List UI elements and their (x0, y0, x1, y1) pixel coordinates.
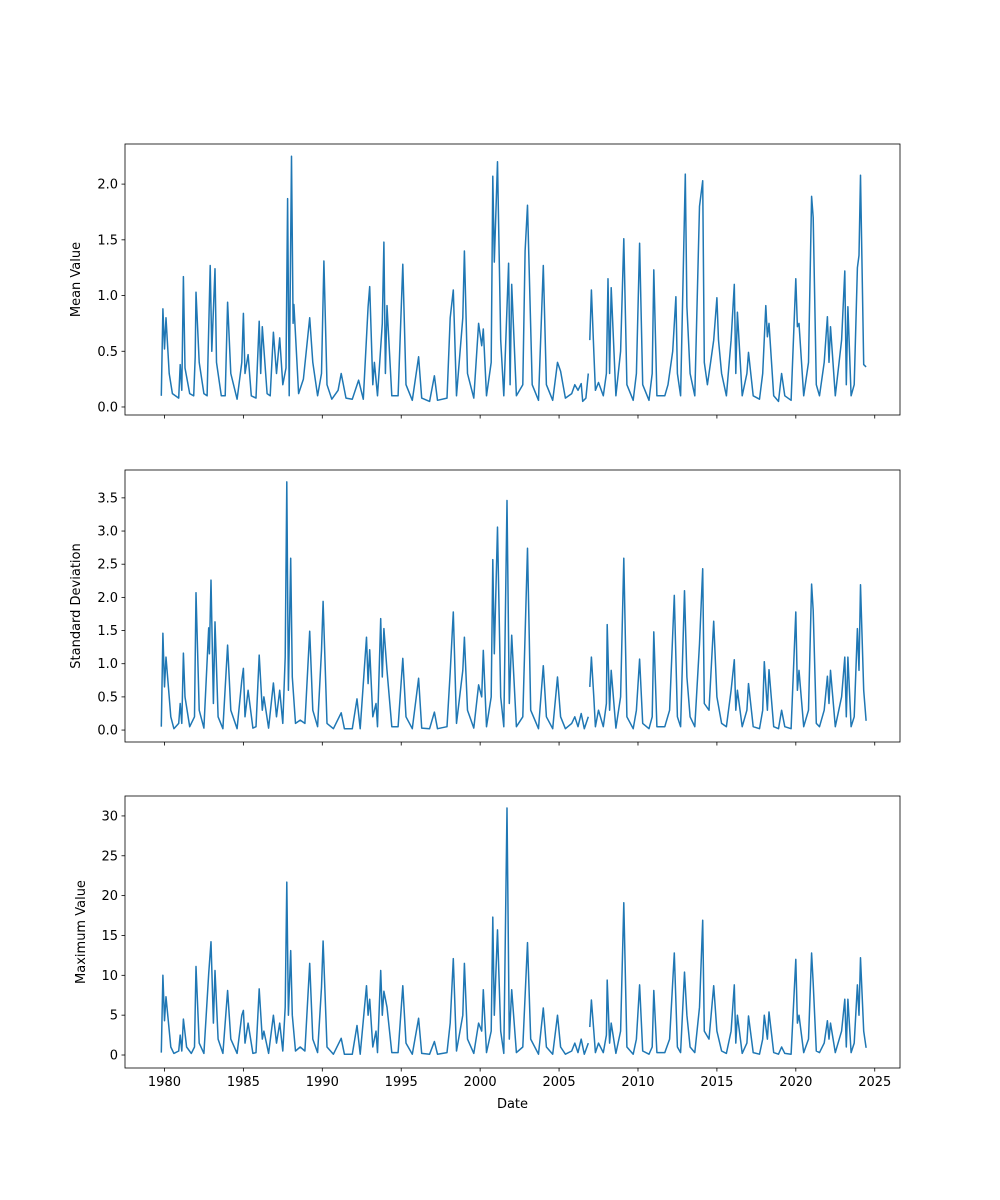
x-tick-label: 1995 (385, 1075, 418, 1090)
y-tick-label: 0.5 (97, 345, 118, 360)
y-tick-label: 1.5 (97, 624, 118, 639)
y-axis-label: Standard Deviation (69, 543, 84, 668)
y-tick-label: 1.5 (97, 233, 118, 248)
y-tick-label: 0.0 (97, 724, 118, 739)
x-tick-label: 2015 (700, 1075, 733, 1090)
y-tick-label: 30 (101, 809, 118, 824)
subplot-max: 1980 1985 1990 1995 2000 2005 2010 2015 2020 2025… (74, 795, 901, 1112)
y-tick-label: 1.0 (97, 657, 118, 672)
y-tick-label: 20 (101, 889, 118, 904)
x-tick-label: 1990 (306, 1075, 339, 1090)
y-tick-label: 0 (110, 1049, 118, 1064)
x-tick-label: 2025 (858, 1075, 891, 1090)
y-tick-label: 3.0 (97, 525, 118, 540)
y-tick-label: 5 (110, 1009, 118, 1024)
x-tick-label: 2020 (779, 1075, 812, 1090)
x-axis-label: Date (497, 1097, 528, 1112)
y-tick-label: 2.0 (97, 591, 118, 606)
series-line (160, 481, 867, 730)
y-axis-label: Mean Value (69, 242, 84, 317)
x-tick-label: 1980 (148, 1075, 181, 1090)
y-tick-label: 10 (101, 969, 118, 984)
series-line (160, 807, 867, 1055)
y-tick-label: 2.5 (97, 558, 118, 573)
series-line (160, 155, 867, 403)
y-tick-label: 3.5 (97, 491, 118, 506)
x-tick-label: 1985 (227, 1075, 260, 1090)
y-tick-label: 0.5 (97, 690, 118, 705)
y-tick-label: 0.0 (97, 400, 118, 415)
axes-frame (124, 143, 901, 416)
y-axis-label: Maximum Value (74, 880, 89, 984)
x-tick-label: 2010 (621, 1075, 654, 1090)
subplot-std: 0.0 0.5 1.0 1.5 2.0 2.5 3.0 3.5 Standard Deviati… (69, 469, 901, 746)
y-tick-label: 25 (101, 849, 118, 864)
axes-frame (124, 795, 901, 1069)
x-tick-label: 2005 (543, 1075, 576, 1090)
y-tick-label: 15 (101, 929, 118, 944)
y-tick-label: 1.0 (97, 289, 118, 304)
x-tick-label: 2000 (464, 1075, 497, 1090)
axes-frame (124, 469, 901, 743)
y-tick-label: 2.0 (97, 178, 118, 193)
subplot-mean: 0.0 0.5 1.0 1.5 2.0 Mean Value (69, 143, 901, 419)
